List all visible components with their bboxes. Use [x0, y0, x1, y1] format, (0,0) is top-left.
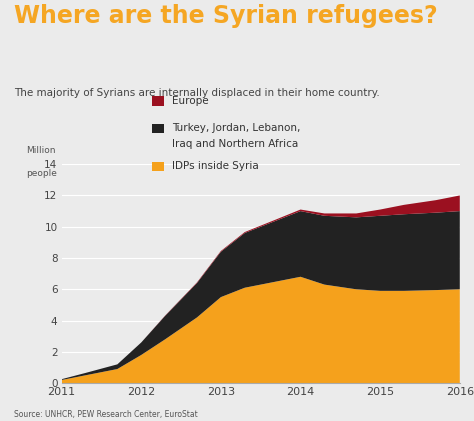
Text: Where are the Syrian refugees?: Where are the Syrian refugees? [14, 4, 438, 28]
Text: Million: Million [26, 147, 55, 155]
Text: Source: UNHCR, PEW Research Center, EuroStat: Source: UNHCR, PEW Research Center, Euro… [14, 410, 198, 419]
Text: IDPs inside Syria: IDPs inside Syria [172, 161, 259, 171]
Text: Iraq and Northern Africa: Iraq and Northern Africa [172, 139, 298, 149]
Text: Europe: Europe [172, 96, 209, 106]
Text: people: people [26, 168, 57, 178]
Text: The majority of Syrians are internally displaced in their home country.: The majority of Syrians are internally d… [14, 88, 380, 99]
Text: Turkey, Jordan, Lebanon,: Turkey, Jordan, Lebanon, [172, 123, 301, 133]
